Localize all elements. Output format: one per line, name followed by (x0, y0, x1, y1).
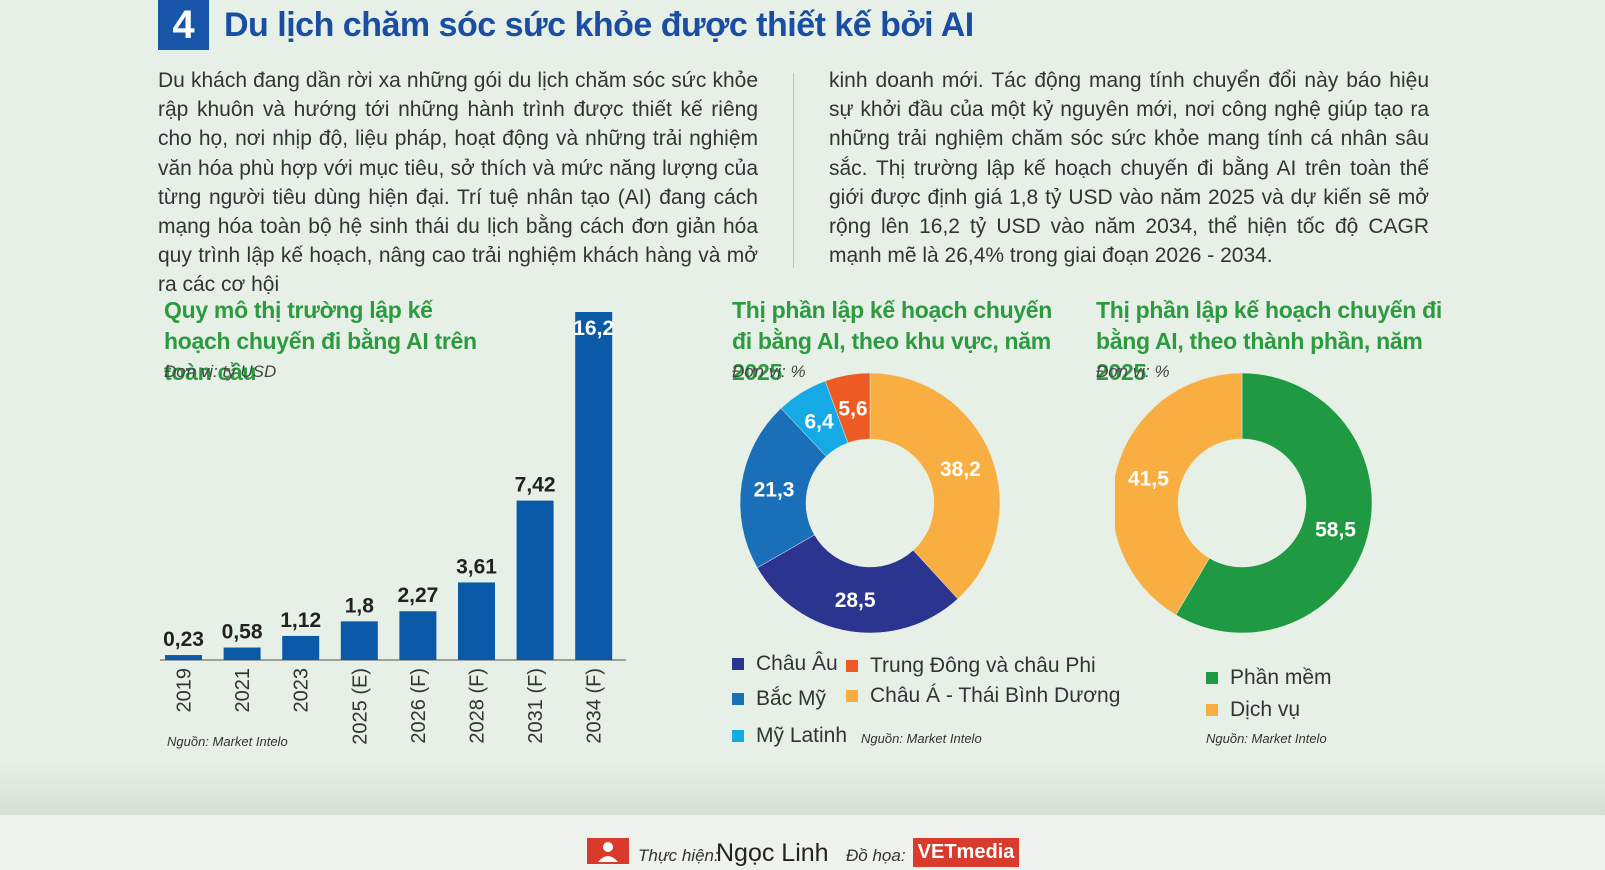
component-chart-source: Nguồn: Market Intelo (1206, 731, 1327, 746)
x-tick-label: 2031 (F) (525, 668, 547, 744)
bar-value-label: 0,58 (222, 621, 263, 644)
vetmedia-logo: VETmedia (913, 838, 1019, 867)
bar (282, 635, 320, 660)
legend-label: Phần mềm (1230, 666, 1332, 689)
slice-value-label: 5,6 (838, 397, 867, 420)
person-icon (598, 842, 618, 862)
donut-slice (1175, 372, 1373, 634)
footer-bar (0, 815, 1605, 870)
legend-label: Mỹ Latinh (756, 724, 848, 747)
legend-item-chau-au: Châu Âu (732, 652, 838, 676)
page-title: Du lịch chăm sóc sức khỏe được thiết kế … (224, 6, 974, 44)
bar-value-label: 7,42 (515, 474, 556, 497)
section-number-badge: 4 (158, 0, 209, 50)
x-tick-label: 2028 (F) (467, 668, 489, 744)
bar (165, 655, 202, 660)
bar-value-label: 16,2 (573, 317, 614, 340)
donut-slice (739, 407, 827, 569)
x-tick-label: 2021 (232, 668, 254, 713)
intro-paragraph-left: Du khách đang dần rời xa những gói du lị… (158, 69, 758, 297)
donut-slice (1115, 372, 1243, 616)
bar-chart-title: Quy mô thị trường lập kế hoạch chuyến đi… (164, 297, 477, 385)
slice-value-label: 28,5 (835, 589, 876, 612)
intro-paragraph-right: kinh doanh mới. Tác động mang tính chuyể… (829, 69, 1429, 268)
slice-value-label: 58,5 (1315, 519, 1356, 542)
legend-item-dich-vu: Dịch vụ (1206, 698, 1300, 722)
legend-item-trung-dong-chau-phi: Trung Đông và châu Phi (846, 654, 1096, 678)
x-tick-label: 2019 (174, 668, 196, 713)
legend-item-bac-my: Bắc Mỹ (732, 687, 826, 711)
legend-swatch (732, 658, 744, 670)
donut-slice (824, 372, 871, 444)
design-label: Đồ họa: (846, 846, 906, 865)
legend-swatch (732, 693, 744, 705)
region-chart-title: Thị phần lập kế hoạch chuyến đi bằng AI,… (732, 297, 1053, 385)
x-tick-label: 2026 (F) (408, 668, 430, 744)
region-chart-unit: Đơn vị: % (732, 362, 806, 381)
bar-value-label: 3,61 (456, 555, 497, 578)
legend-swatch (846, 690, 858, 702)
bar-value-label: 1,12 (280, 609, 321, 632)
legend-swatch (846, 660, 858, 672)
bar-value-label: 1,8 (345, 594, 375, 617)
bar (458, 582, 495, 660)
bar-chart: 0,23 2019 0,58 2021 1,12 2023 1,8 2025 (E) 2,27 2… (160, 312, 626, 745)
legend-item-chau-a-thai-binh-duong: Châu Á - Thái Bình Dương (846, 684, 1120, 708)
slice-value-label: 6,4 (804, 410, 834, 433)
component-chart-title: Thị phần lập kế hoạch chuyến đi bằng AI,… (1096, 297, 1442, 385)
bar (399, 611, 437, 660)
credit-label: Thực hiện: (638, 846, 719, 865)
bar-value-label: 2,27 (397, 584, 438, 607)
slice-value-label: 21,3 (754, 479, 795, 502)
region-donut-chart: 38,2 28,5 21,3 6,45,6 (739, 372, 1001, 634)
legend-item-phan-mem: Phần mềm (1206, 666, 1332, 690)
bottom-shade (0, 760, 1605, 815)
bar-value-label: 0,23 (163, 628, 204, 651)
legend-swatch (732, 730, 744, 742)
legend-label: Châu Á - Thái Bình Dương (870, 684, 1121, 707)
component-donut-chart: 58,5 41,5 (1115, 372, 1373, 634)
author-icon (587, 838, 629, 864)
legend-label: Bắc Mỹ (756, 687, 827, 710)
bar (516, 500, 554, 660)
column-divider (793, 73, 794, 268)
bar (575, 312, 613, 660)
component-chart-unit: Đơn vị: % (1096, 362, 1170, 381)
legend-label: Châu Âu (756, 652, 838, 675)
bar-chart-source: Nguồn: Market Intelo (167, 734, 288, 749)
region-chart-source: Nguồn: Market Intelo (861, 731, 982, 746)
slice-value-label: 38,2 (940, 458, 981, 481)
legend-swatch (1206, 704, 1218, 716)
x-tick-label: 2023 (291, 668, 313, 713)
credit-name: Ngọc Linh (716, 839, 829, 867)
legend-label: Trung Đông và châu Phi (870, 654, 1096, 677)
donut-slice (869, 372, 1001, 600)
bar (223, 647, 261, 660)
donut-slice (756, 534, 959, 634)
bar-chart-unit: Đơn vị: tỷ USD (164, 362, 277, 381)
x-tick-label: 2034 (F) (584, 668, 606, 744)
legend-item-my-latinh: Mỹ Latinh (732, 724, 847, 748)
slice-value-label: 41,5 (1128, 467, 1169, 490)
legend-label: Dịch vụ (1230, 698, 1301, 721)
bar (340, 621, 378, 660)
legend-swatch (1206, 672, 1218, 684)
x-tick-label: 2025 (E) (349, 668, 371, 745)
